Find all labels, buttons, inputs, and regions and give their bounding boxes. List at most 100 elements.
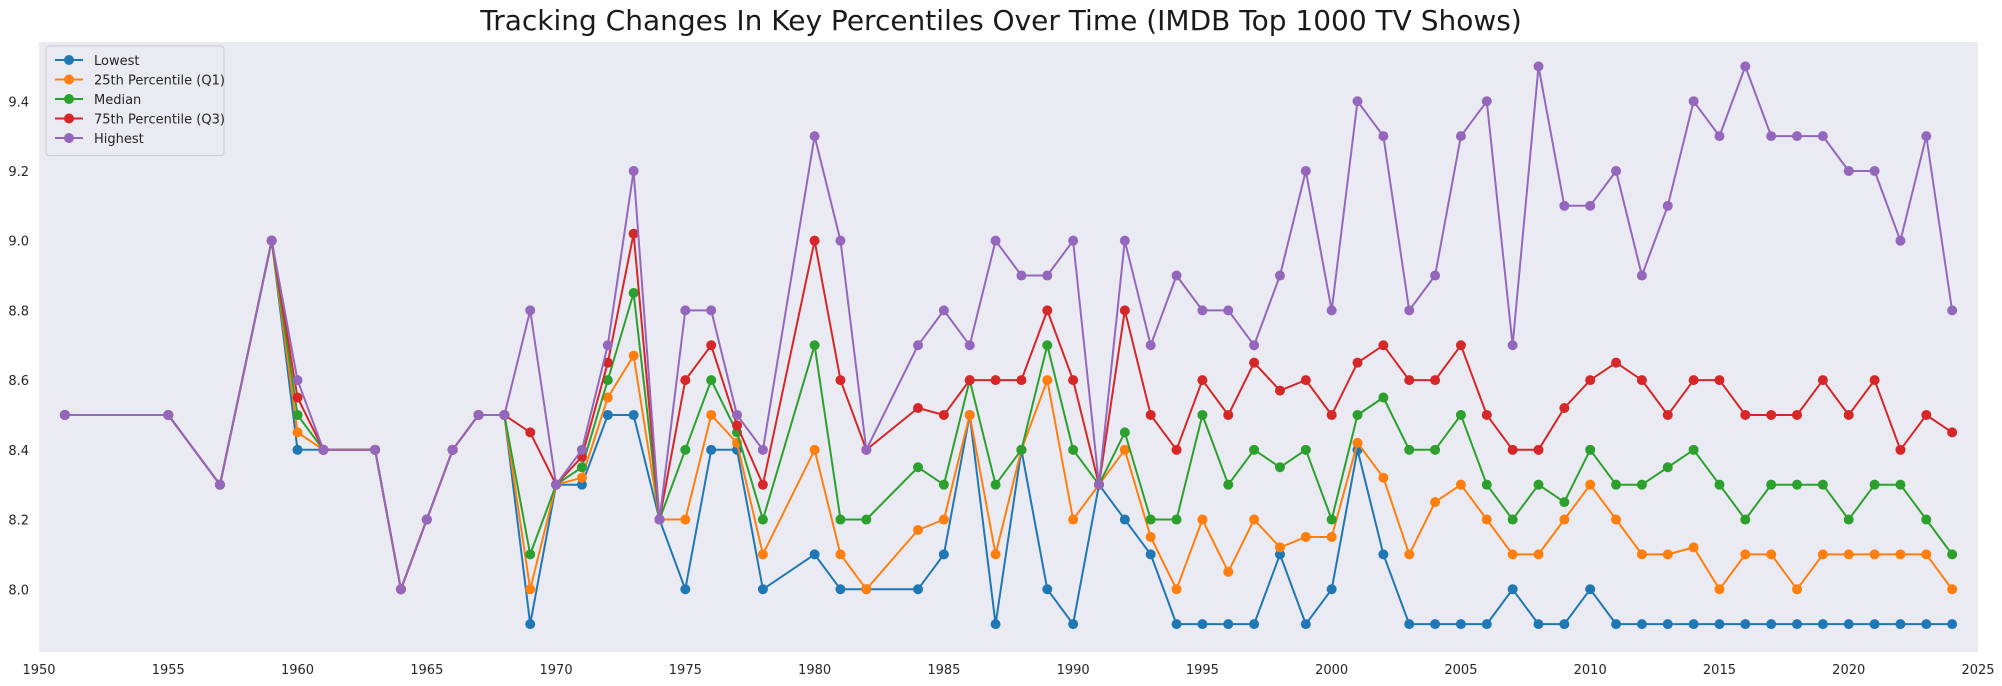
data-point	[1300, 531, 1311, 542]
data-point	[861, 444, 872, 455]
data-point	[1016, 444, 1027, 455]
data-point	[1455, 409, 1466, 420]
data-point	[835, 514, 846, 525]
x-axis: 1950 1955 1960 1965 1970 1975 1980 1985 1990 1995…	[22, 663, 1994, 678]
data-point	[628, 228, 639, 239]
legend-item: Median	[55, 93, 141, 108]
data-point	[1326, 514, 1337, 525]
data-point	[757, 549, 768, 560]
data-point	[938, 514, 949, 525]
x-tick-label: 2000	[1315, 663, 1348, 678]
data-point	[1300, 165, 1311, 176]
legend-item: 75th Percentile (Q3)	[55, 113, 225, 128]
legend: Lowest 25th Percentile (Q1) Median 75th Per…	[45, 45, 225, 156]
legend-marker	[64, 113, 74, 124]
data-point	[1171, 444, 1182, 455]
data-point	[1223, 566, 1234, 577]
data-point	[1042, 340, 1053, 351]
data-point	[990, 375, 1001, 386]
data-point	[913, 340, 924, 351]
data-point	[1171, 584, 1182, 595]
data-point	[1378, 131, 1389, 142]
data-point	[1636, 549, 1647, 560]
data-point	[1352, 96, 1363, 107]
plot-area	[39, 42, 1978, 652]
data-point	[1171, 270, 1182, 281]
data-point	[1585, 375, 1596, 386]
data-point	[1792, 409, 1803, 420]
data-point	[1507, 340, 1518, 351]
data-point	[1636, 479, 1647, 490]
data-point	[809, 235, 820, 246]
data-point	[1274, 270, 1285, 281]
data-point	[1714, 479, 1725, 490]
data-point	[1740, 619, 1751, 630]
data-point	[292, 409, 303, 420]
data-point	[1559, 200, 1570, 211]
data-point	[1249, 357, 1260, 368]
data-point	[1792, 584, 1803, 595]
data-point	[1326, 584, 1337, 595]
data-point	[938, 305, 949, 316]
data-point	[576, 472, 587, 483]
data-point	[938, 549, 949, 560]
data-point	[551, 479, 562, 490]
legend-item: Highest	[55, 132, 144, 147]
data-point	[1869, 375, 1880, 386]
data-point	[1119, 305, 1130, 316]
data-point	[292, 375, 303, 386]
data-point	[1352, 357, 1363, 368]
data-point	[1378, 392, 1389, 403]
data-point	[292, 444, 303, 455]
legend-marker	[64, 94, 74, 104]
data-point	[835, 584, 846, 595]
data-point	[757, 514, 768, 525]
data-point	[913, 525, 924, 535]
data-point	[732, 420, 743, 431]
data-point	[964, 409, 975, 420]
y-tick-label: 8.2	[8, 514, 29, 529]
x-tick-label: 1950	[22, 663, 55, 678]
data-point	[1714, 619, 1725, 630]
data-point	[1171, 619, 1182, 630]
data-point	[1817, 619, 1828, 630]
data-point	[1843, 165, 1854, 176]
data-point	[1274, 385, 1285, 396]
data-point	[1068, 514, 1079, 525]
data-point	[1430, 270, 1441, 281]
data-point	[1016, 375, 1027, 386]
data-point	[1740, 514, 1751, 525]
data-point	[1559, 497, 1570, 508]
data-point	[525, 549, 536, 560]
data-point	[1455, 131, 1466, 142]
data-point	[1766, 479, 1777, 490]
data-point	[1817, 131, 1828, 142]
data-point	[732, 409, 743, 420]
data-point	[1507, 584, 1518, 595]
data-point	[913, 403, 924, 413]
legend-label: Lowest	[94, 54, 139, 69]
data-point	[1921, 514, 1932, 525]
data-point	[318, 444, 329, 455]
data-point	[1611, 619, 1622, 630]
y-tick-label: 9.4	[8, 95, 29, 110]
data-point	[1119, 514, 1130, 525]
data-point	[1430, 444, 1441, 455]
data-point	[1636, 619, 1647, 630]
data-point	[59, 409, 70, 420]
data-point	[809, 340, 820, 351]
data-point	[1740, 549, 1751, 560]
data-point	[680, 514, 691, 525]
data-point	[1662, 409, 1673, 420]
data-point	[1662, 200, 1673, 211]
data-point	[1300, 619, 1311, 630]
data-point	[1430, 619, 1441, 630]
y-tick-label: 8.8	[8, 304, 29, 319]
data-point	[1455, 479, 1466, 490]
data-point	[1404, 549, 1415, 560]
data-point	[1223, 619, 1234, 630]
x-tick-label: 2015	[1703, 663, 1736, 678]
data-point	[1688, 96, 1699, 107]
legend-label: Highest	[94, 132, 144, 147]
data-point	[1792, 479, 1803, 490]
